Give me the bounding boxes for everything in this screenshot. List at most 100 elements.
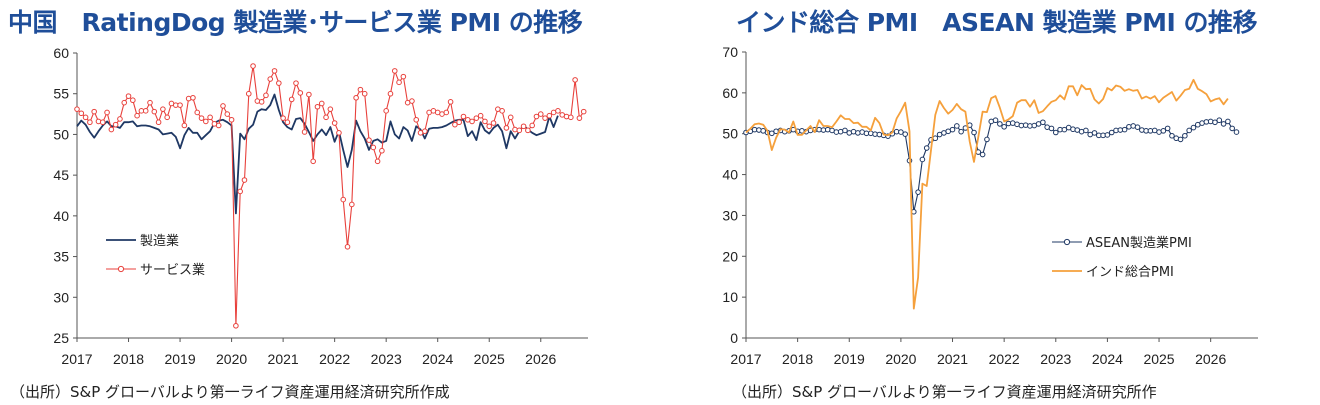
series-point-1 (898, 129, 904, 135)
y-tick-label: 60 (722, 85, 738, 101)
series-point-1 (1070, 126, 1076, 133)
series-point-2 (318, 100, 325, 107)
series-point-2 (533, 113, 540, 120)
x-tick-label: 2023 (1040, 351, 1071, 367)
series-point-2 (482, 118, 488, 125)
series-point-1 (1169, 132, 1175, 139)
series-point-2 (134, 112, 140, 119)
series-point-2 (250, 63, 256, 69)
series-point-2 (374, 158, 381, 165)
series-point-2 (391, 68, 398, 74)
x-tick-label: 2021 (937, 351, 968, 367)
series-point-2 (271, 68, 278, 74)
series-point-2 (151, 108, 158, 115)
series-point-2 (117, 116, 123, 122)
series-point-2 (409, 98, 415, 104)
series-point-1 (1134, 124, 1141, 130)
series-point-2 (396, 79, 402, 86)
series-point-2 (245, 90, 252, 97)
series-point-2 (542, 115, 548, 121)
series-point-2 (87, 119, 93, 126)
series-point-2 (520, 123, 527, 130)
series-point-2 (160, 106, 166, 112)
y-tick-label: 30 (722, 207, 738, 223)
series-point-2 (400, 73, 407, 80)
series-point-2 (460, 113, 467, 120)
series-point-1 (992, 117, 999, 124)
series-point-1 (1139, 127, 1145, 133)
series-point-2 (580, 108, 587, 115)
india-asean-pmi-panel: 0 10 20 30 40 50 60 70 2017 2018 2019 2020 2021 2022 2… (660, 0, 1320, 405)
series-point-2 (112, 121, 119, 128)
series-point-2 (164, 114, 170, 121)
legend-label: インド総合PMI (1086, 265, 1174, 280)
legend-label: サービス業 (140, 262, 205, 278)
series-point-2 (276, 80, 282, 86)
series-point-2 (361, 90, 368, 97)
x-tick-label: 2022 (989, 351, 1020, 367)
series-point-2 (336, 130, 342, 136)
series-point-2 (99, 119, 106, 126)
series-point-1 (824, 126, 831, 133)
series-point-1 (919, 156, 926, 163)
series-point-1 (1001, 123, 1007, 130)
y-tick-label: 70 (722, 44, 738, 60)
series-point-1 (1207, 118, 1214, 125)
series-point-1 (1040, 119, 1046, 126)
series-point-2 (224, 111, 231, 117)
series-point-1 (1061, 126, 1068, 133)
series-point-2 (314, 103, 321, 110)
x-tick-label: 2018 (113, 351, 144, 367)
y-tick-label: 60 (53, 45, 69, 61)
series-point-2 (288, 96, 295, 103)
legend-swatch-marker (117, 265, 125, 273)
series-point-2 (177, 102, 183, 108)
series-point-2 (452, 121, 458, 128)
series-point-2 (379, 147, 385, 154)
x-tick-label: 2023 (371, 351, 402, 367)
series-point-2 (215, 122, 222, 129)
series-point-1 (1091, 130, 1098, 136)
x-tick-label: 2024 (422, 351, 453, 367)
legend-label: 製造業 (140, 233, 179, 249)
series-point-2 (220, 103, 226, 109)
series-point-2 (370, 144, 377, 151)
x-tick-label: 2020 (885, 351, 916, 367)
series-point-2 (198, 115, 205, 121)
x-tick-label: 2021 (268, 351, 299, 367)
legend-label: ASEAN製造業PMI (1086, 235, 1192, 251)
series-line-2 (76, 65, 585, 327)
x-tick-label: 2026 (525, 351, 556, 367)
x-tick-label: 2020 (216, 351, 247, 367)
x-tick-label: 2017 (730, 351, 761, 367)
series-point-2 (203, 118, 209, 125)
series-point-1 (949, 126, 956, 133)
x-tick-label: 2022 (319, 351, 350, 367)
series-point-2 (353, 94, 359, 101)
series-point-2 (503, 125, 510, 131)
series-point-2 (473, 115, 480, 121)
x-tick-label: 2026 (1195, 351, 1226, 367)
series-point-2 (74, 106, 80, 112)
series-point-1 (979, 151, 986, 158)
series-point-2 (323, 114, 329, 121)
series-point-2 (413, 116, 420, 123)
series-point-2 (228, 116, 235, 123)
series-point-1 (1160, 128, 1167, 134)
x-tick-label: 2024 (1092, 351, 1123, 367)
source-note: （出所）S&P グローバルより第一ライフ資産運用経済研究所作 (732, 383, 1157, 401)
series-point-1 (1121, 126, 1128, 133)
series-point-2 (78, 110, 85, 117)
series-point-2 (297, 90, 304, 96)
series-point-2 (447, 99, 454, 105)
series-point-1 (1186, 127, 1192, 134)
series-point-1 (997, 121, 1003, 127)
series-point-2 (443, 109, 450, 116)
y-tick-label: 50 (53, 126, 69, 142)
series-point-1 (1220, 121, 1227, 127)
x-tick-label: 2018 (782, 351, 813, 367)
series-point-2 (327, 106, 334, 112)
series-point-1 (1126, 123, 1132, 130)
series-point-2 (190, 94, 196, 101)
series-point-1 (867, 130, 874, 137)
